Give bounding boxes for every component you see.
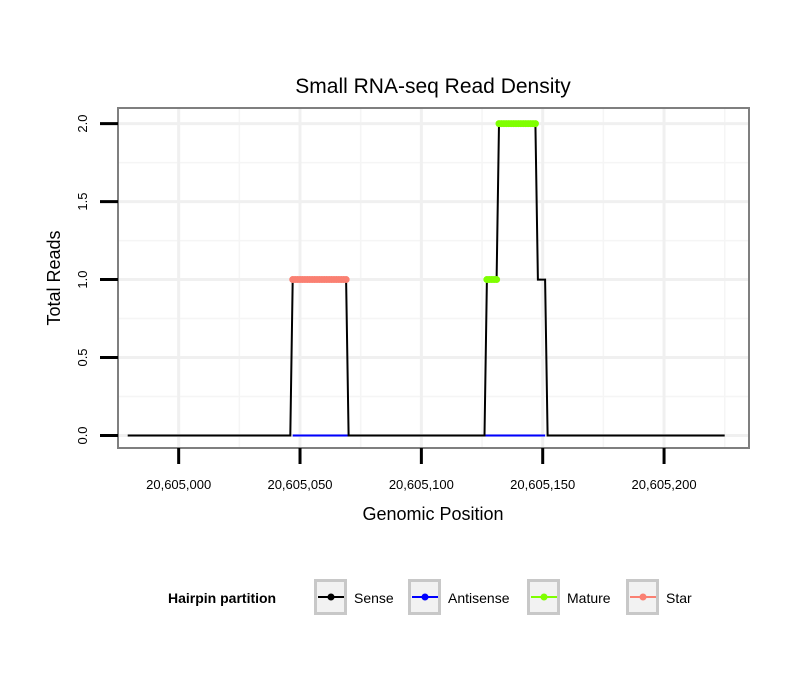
y-tick-label: 2.0 xyxy=(75,115,90,133)
legend-label-sense: Sense xyxy=(354,590,394,606)
x-tick-label: 20,605,000 xyxy=(146,477,211,492)
x-tick-label: 20,605,100 xyxy=(389,477,454,492)
series-mature-point xyxy=(531,120,539,128)
y-tick-label: 0.5 xyxy=(75,348,90,366)
legend-key-antisense-point xyxy=(421,593,429,601)
series-layer xyxy=(127,120,725,437)
axes: 20,605,000 20,605,050 20,605,100 20,605,150… xyxy=(75,115,697,492)
x-tick-label: 20,605,200 xyxy=(632,477,697,492)
legend-label-mature: Mature xyxy=(567,590,611,606)
legend-key-sense-point xyxy=(327,593,335,601)
y-tick-label: 1.5 xyxy=(75,193,90,211)
legend: Hairpin partition Sense Antisense Mature St… xyxy=(168,579,692,615)
series-star-point xyxy=(342,276,350,284)
y-tick-label: 1.0 xyxy=(75,271,90,289)
legend-key-star-point xyxy=(639,593,647,601)
x-tick-label: 20,605,150 xyxy=(510,477,575,492)
legend-title: Hairpin partition xyxy=(168,590,276,606)
x-tick-label: 20,605,050 xyxy=(267,477,332,492)
grid xyxy=(118,108,749,448)
legend-label-antisense: Antisense xyxy=(448,590,510,606)
legend-key-mature-point xyxy=(540,593,548,601)
x-axis-title: Genomic Position xyxy=(362,504,503,524)
y-axis-title: Total Reads xyxy=(44,230,64,325)
plot-panel-border xyxy=(117,107,750,449)
chart-title: Small RNA-seq Read Density xyxy=(295,75,571,98)
legend-label-star: Star xyxy=(666,590,692,606)
series-mature-point xyxy=(493,276,501,284)
y-tick-label: 0.0 xyxy=(75,426,90,444)
